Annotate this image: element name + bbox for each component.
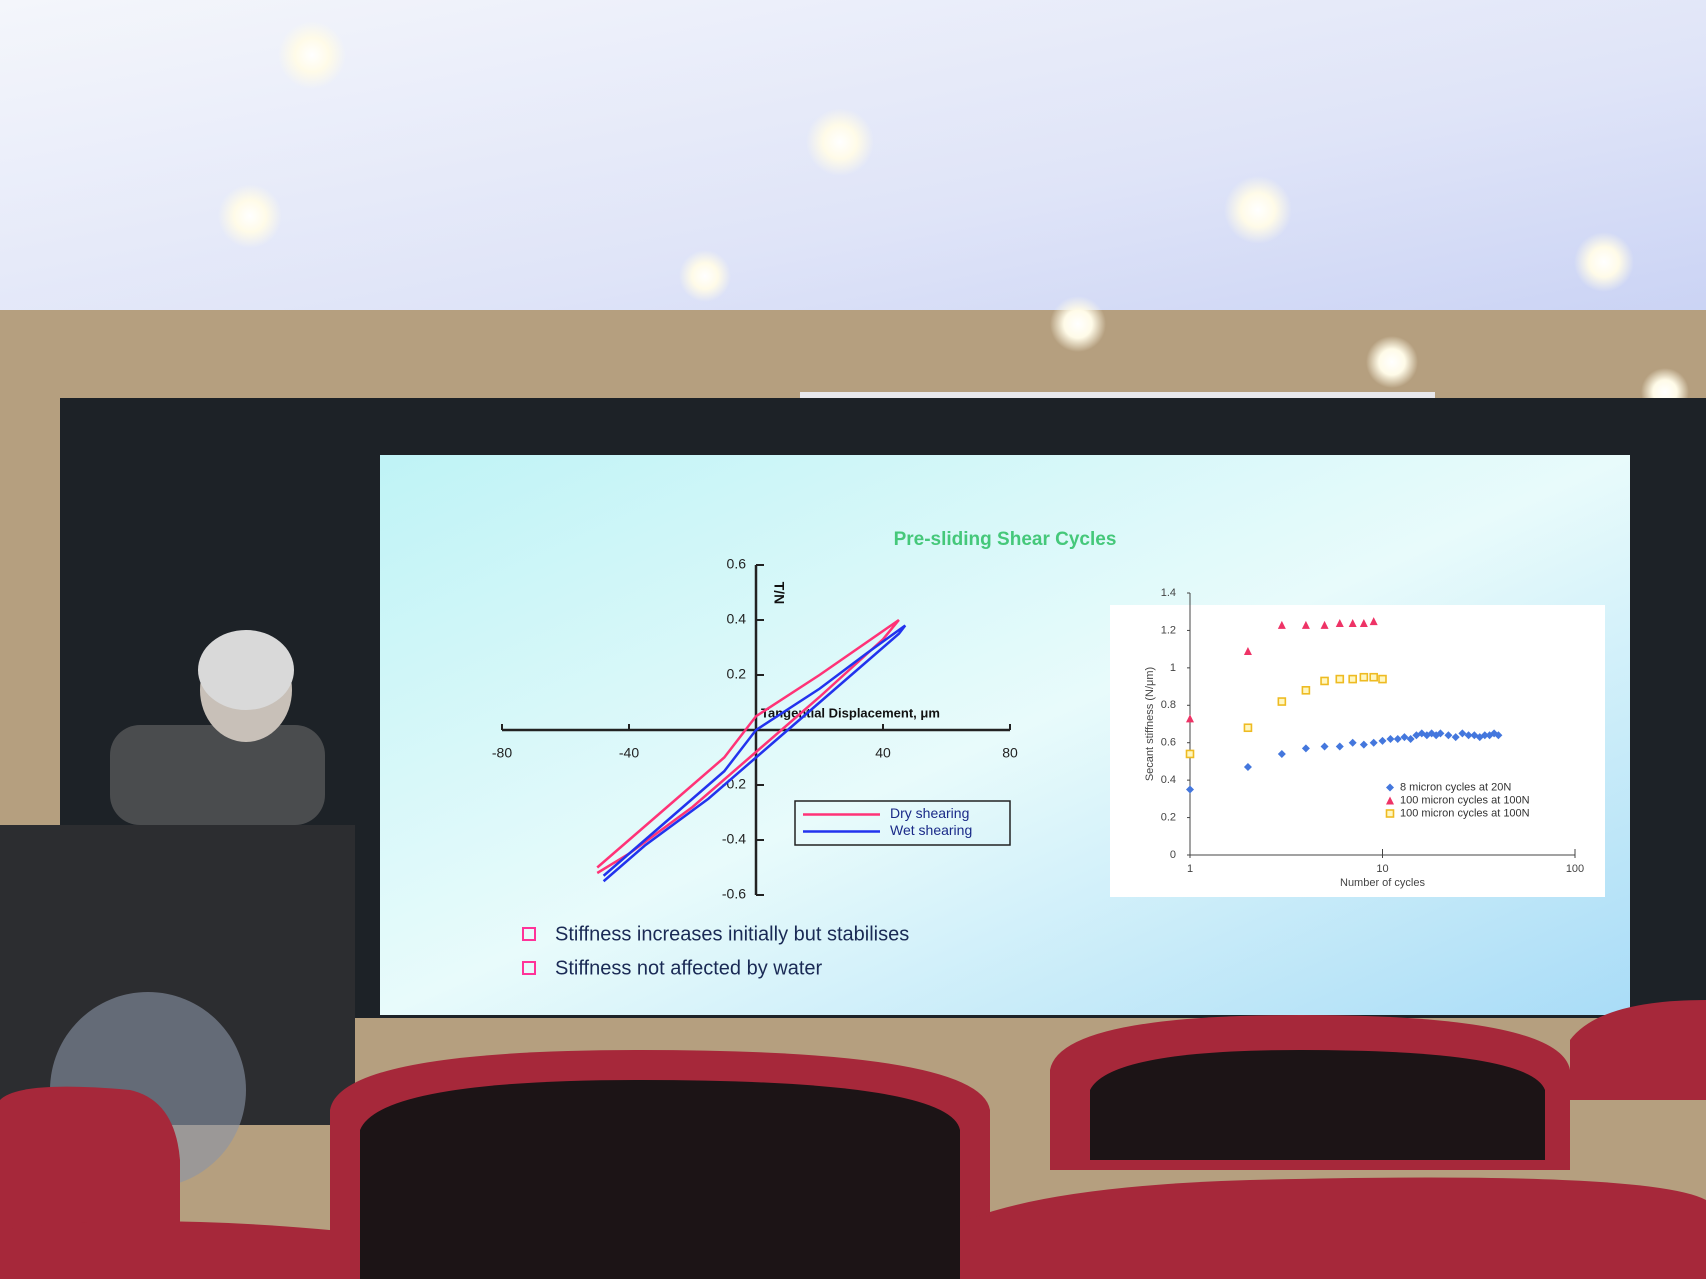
legend-label: 8 micron cycles at 20N — [1400, 781, 1511, 793]
data-point — [1301, 744, 1310, 753]
data-point — [1369, 617, 1378, 626]
y-tick-label: 0.4 — [727, 611, 747, 627]
data-point — [1480, 731, 1489, 740]
x-tick-label: 1 — [1187, 863, 1193, 875]
data-point — [1243, 647, 1252, 656]
legend-label: Wet shearing — [890, 822, 972, 838]
y-tick-label: 0 — [1170, 849, 1176, 861]
data-point — [1444, 731, 1453, 740]
data-point — [1320, 620, 1329, 629]
x-axis-label: Number of cycles — [1340, 877, 1425, 889]
data-point — [1243, 723, 1253, 733]
data-point — [1436, 729, 1445, 738]
data-point — [1494, 731, 1503, 740]
y-tick-label: -0.4 — [722, 831, 746, 847]
data-point — [1320, 742, 1329, 751]
legend-swatch — [1386, 796, 1394, 805]
x-tick-label: 10 — [1376, 863, 1388, 875]
data-point — [1348, 674, 1357, 684]
data-point — [1335, 618, 1344, 627]
x-tick-label: 100 — [1566, 863, 1584, 875]
y-tick-label: -0.6 — [722, 886, 746, 902]
y-tick-label: 1.2 — [1161, 624, 1176, 636]
y-tick-label: 0.6 — [1161, 737, 1176, 749]
data-point — [1406, 734, 1415, 743]
legend-swatch — [1385, 809, 1395, 818]
data-line — [602, 624, 907, 883]
y-tick-label: -0.2 — [722, 776, 746, 792]
data-point — [1451, 733, 1460, 742]
x-tick-label: 40 — [875, 745, 891, 761]
data-point — [1277, 697, 1287, 706]
y-tick-label: 0.6 — [727, 556, 747, 572]
legend-label: Dry shearing — [890, 805, 969, 821]
speaker — [110, 630, 325, 825]
data-point — [1348, 618, 1357, 627]
data-point — [1301, 620, 1310, 629]
data-point — [1335, 674, 1345, 684]
data-point — [1386, 734, 1395, 743]
data-point — [1458, 729, 1467, 738]
data-point — [1400, 733, 1409, 742]
data-point — [1359, 618, 1368, 627]
data-point — [1186, 714, 1194, 723]
y-axis-label: Secant stiffness (N/μm) — [1144, 667, 1156, 781]
data-point — [1393, 734, 1402, 743]
y-axis-label: T/N — [771, 582, 787, 605]
legend-label: 100 micron cycles at 100N — [1400, 794, 1530, 806]
data-point — [1335, 742, 1344, 751]
y-tick-label: 0.2 — [727, 666, 747, 682]
data-point — [1301, 686, 1311, 695]
data-point — [1369, 738, 1378, 747]
data-point — [1186, 785, 1194, 794]
legend-box — [794, 800, 1011, 846]
data-point — [1378, 674, 1387, 684]
slide-title: Pre-sliding Shear Cycles — [894, 529, 1117, 550]
x-tick-label: -80 — [492, 745, 512, 761]
x-tick-label: 80 — [1002, 745, 1018, 761]
data-point — [1464, 731, 1473, 740]
data-point — [1243, 763, 1252, 772]
y-tick-label: 1 — [1170, 662, 1176, 674]
lights — [218, 21, 1689, 416]
legend-swatch — [1386, 783, 1394, 792]
y-tick-label: 1.4 — [1161, 587, 1176, 599]
legend-label: 100 micron cycles at 100N — [1400, 807, 1530, 819]
x-tick-label: -40 — [619, 745, 639, 761]
data-point — [1378, 736, 1387, 745]
bullet: Stiffness not affected by water — [555, 957, 823, 979]
bullet: Stiffness increases initially but stabil… — [555, 923, 909, 945]
data-point — [1277, 620, 1286, 629]
data-point — [1348, 738, 1357, 747]
data-point — [1320, 676, 1329, 686]
y-tick-label: 0.4 — [1161, 774, 1176, 786]
data-point — [1369, 672, 1378, 682]
data-line — [596, 618, 900, 875]
bullet-icon — [522, 927, 536, 941]
chart-panel — [1110, 605, 1605, 897]
x-axis-label: Tangential Displacement, μm — [761, 705, 940, 720]
data-point — [1359, 740, 1368, 749]
y-tick-label: 0.8 — [1161, 699, 1176, 711]
y-tick-label: 0.2 — [1161, 811, 1176, 823]
data-point — [1185, 749, 1195, 759]
seat-backs — [360, 1050, 1545, 1279]
charts: -80 -40 40 80 -0.6 -0.4 -0.2 0.2 0.4 0.6 T/N Tangen… — [492, 556, 1584, 902]
data-point — [1277, 749, 1286, 758]
bullet-icon — [522, 961, 536, 975]
data-point — [1359, 672, 1369, 682]
